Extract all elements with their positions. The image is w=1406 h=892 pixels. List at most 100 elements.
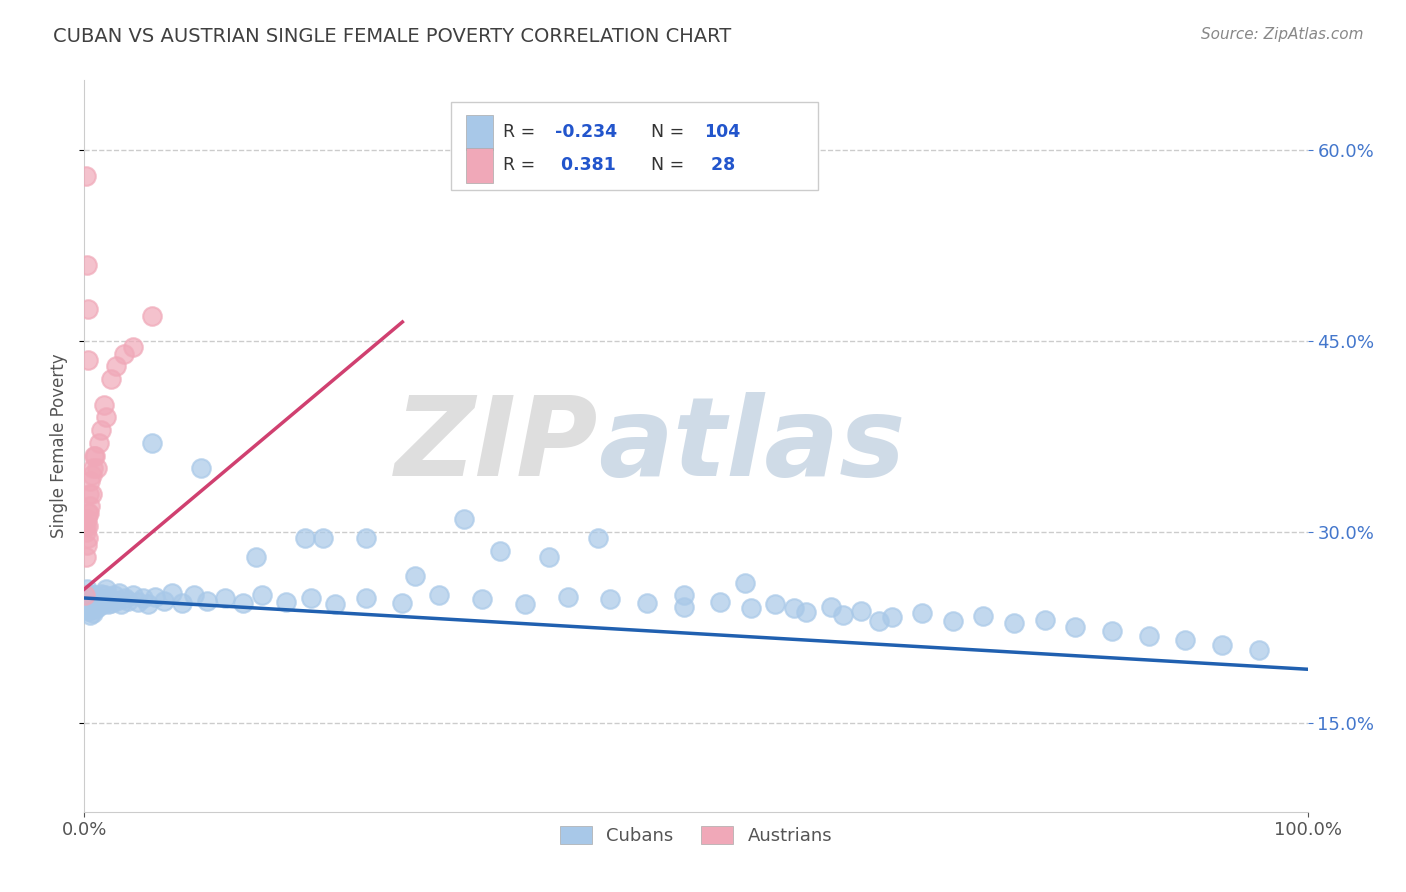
Point: [232, 596, 254, 610]
Point: [354, 591, 377, 605]
Point: [77, 506, 100, 520]
Point: [1247, 643, 1270, 657]
Point: [76, 258, 98, 272]
Point: [75, 524, 97, 539]
Point: [740, 601, 762, 615]
Point: [141, 435, 163, 450]
Point: [153, 593, 176, 607]
Point: [869, 614, 891, 628]
Point: [765, 598, 787, 612]
Point: [391, 596, 413, 610]
Point: [83, 449, 105, 463]
Point: [76, 595, 98, 609]
Point: [190, 461, 212, 475]
Point: [672, 599, 695, 614]
Point: [294, 531, 316, 545]
Text: N =: N =: [651, 156, 689, 174]
Point: [75, 601, 97, 615]
Text: 28: 28: [704, 156, 735, 174]
Point: [849, 604, 872, 618]
Point: [513, 598, 536, 612]
Point: [122, 589, 145, 603]
Point: [107, 586, 129, 600]
Point: [734, 575, 756, 590]
Point: [636, 596, 658, 610]
Bar: [465, 147, 494, 183]
Point: [77, 531, 100, 545]
Point: [103, 589, 125, 603]
Point: [599, 592, 621, 607]
Point: [96, 410, 118, 425]
Point: [82, 599, 104, 614]
Point: [100, 372, 122, 386]
Point: [91, 598, 114, 612]
Point: [1174, 632, 1197, 647]
Point: [77, 596, 100, 610]
Point: [471, 592, 494, 607]
Text: CUBAN VS AUSTRIAN SINGLE FEMALE POVERTY CORRELATION CHART: CUBAN VS AUSTRIAN SINGLE FEMALE POVERTY …: [53, 27, 731, 45]
Point: [79, 601, 101, 615]
Point: [75, 550, 97, 565]
Point: [214, 591, 236, 605]
Point: [76, 601, 98, 615]
Point: [427, 589, 450, 603]
Point: [972, 608, 994, 623]
Point: [93, 398, 115, 412]
Point: [1137, 629, 1160, 643]
Point: [110, 598, 132, 612]
Point: [453, 512, 475, 526]
Point: [831, 607, 853, 622]
Point: [76, 582, 98, 596]
Text: 0.381: 0.381: [555, 156, 616, 174]
Point: [86, 591, 108, 605]
Point: [172, 596, 194, 610]
Point: [84, 602, 107, 616]
Point: [80, 593, 103, 607]
Point: [77, 302, 100, 317]
Point: [312, 531, 335, 545]
Point: [105, 359, 128, 374]
Point: [122, 340, 145, 354]
Point: [100, 596, 122, 610]
Point: [86, 461, 108, 475]
Point: [783, 601, 806, 615]
Point: [105, 593, 128, 607]
Point: [75, 595, 97, 609]
Point: [132, 591, 155, 605]
Point: [82, 592, 104, 607]
Point: [709, 595, 731, 609]
Point: [250, 589, 273, 603]
Point: [127, 595, 149, 609]
Point: [77, 353, 100, 368]
Point: [77, 589, 100, 603]
Point: [77, 593, 100, 607]
Point: [1211, 638, 1233, 652]
Point: [489, 544, 512, 558]
Point: [80, 467, 103, 482]
Point: [195, 593, 218, 607]
Point: [586, 531, 609, 545]
Point: [136, 598, 159, 612]
Point: [1002, 616, 1025, 631]
Point: [86, 598, 108, 612]
Point: [114, 591, 136, 605]
Point: [299, 591, 322, 605]
Point: [79, 591, 101, 605]
Y-axis label: Single Female Poverty: Single Female Poverty: [51, 354, 69, 538]
Point: [1101, 624, 1123, 638]
Point: [80, 486, 103, 500]
Text: ZIP: ZIP: [395, 392, 598, 500]
Point: [76, 512, 98, 526]
Point: [97, 591, 120, 605]
Point: [794, 605, 817, 619]
Point: [942, 614, 965, 628]
Point: [245, 550, 267, 565]
Point: [112, 347, 135, 361]
Point: [1064, 620, 1087, 634]
Point: [77, 599, 100, 613]
Point: [75, 169, 97, 183]
Point: [84, 595, 107, 609]
Text: -0.234: -0.234: [555, 123, 617, 141]
Point: [77, 604, 100, 618]
Point: [96, 582, 118, 596]
